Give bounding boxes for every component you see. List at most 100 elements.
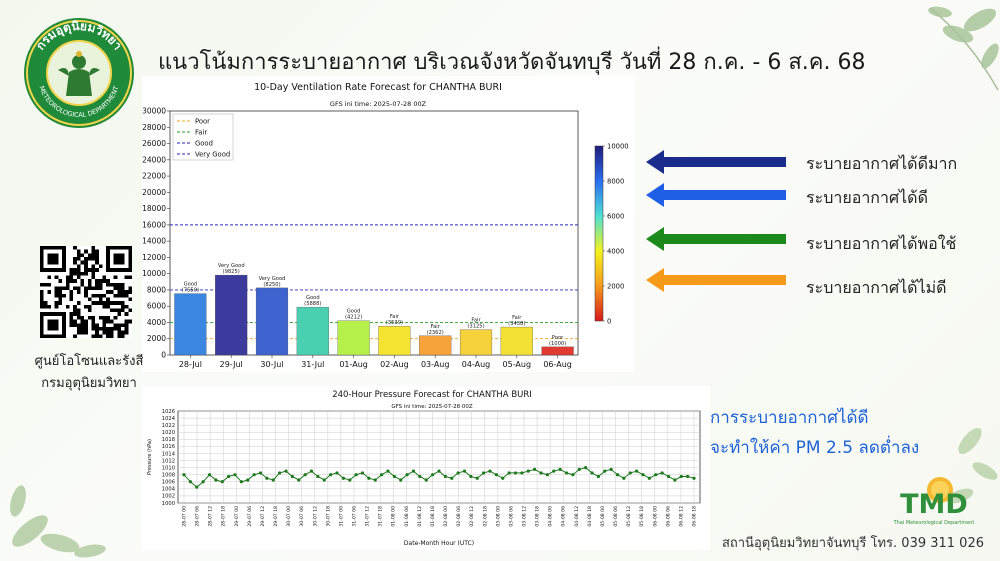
qr-caption-line1: ศูนย์โอโซนและรังสี — [34, 354, 144, 369]
ventilation-bar-value-label: (3125) — [467, 324, 484, 330]
ventilation-bar — [215, 274, 248, 356]
pressure-x-tick-label: 29-07 00 — [234, 506, 240, 527]
qr-module — [40, 293, 44, 298]
qr-module — [124, 293, 129, 298]
qr-module — [95, 282, 99, 287]
pressure-x-axis: 28-07 00 28-07 06 28-07 12 28-07 18 29-07 00… — [182, 506, 698, 527]
qr-module — [95, 253, 99, 258]
pressure-point — [265, 476, 269, 480]
pressure-y-tick-label: 1014 — [162, 451, 176, 457]
pressure-y-tick-label: 1018 — [162, 437, 175, 443]
qr-module — [95, 334, 99, 338]
tmd-logo: TMD Thai Meteorological Department — [893, 477, 974, 526]
qr-module — [95, 260, 99, 265]
qr-module — [76, 268, 81, 272]
qr-module — [43, 282, 48, 287]
pressure-point — [207, 473, 212, 477]
qr-module — [69, 268, 74, 272]
qr-module — [58, 297, 63, 302]
qr-module — [113, 282, 118, 287]
pressure-x-tick-label: 01-08 06 — [404, 506, 410, 527]
pressure-point — [641, 473, 645, 477]
pressure-point — [450, 476, 454, 480]
pressure-x-tick-label: 06-08 18 — [692, 506, 698, 527]
pressure-y-tick-label: 1008 — [162, 472, 175, 478]
qr-module — [40, 290, 44, 294]
qr-module — [117, 290, 121, 294]
qr-module — [73, 334, 77, 338]
ventilation-bar-category-label: Fair — [431, 324, 441, 330]
qr-module — [80, 253, 85, 258]
pressure-point — [520, 471, 524, 475]
qr-module — [120, 304, 125, 309]
qr-module — [84, 257, 88, 261]
qr-module — [62, 286, 66, 291]
pressure-point — [335, 471, 339, 475]
qr-module — [84, 290, 88, 294]
ventilation-legend: Poor Fair Good Very Good — [172, 113, 234, 161]
qr-module — [113, 308, 118, 313]
ventilation-y-tick-label: 6000 — [147, 302, 166, 311]
ventilation-x-tick-label: 02-Aug — [380, 360, 409, 369]
ventilation-bar-category-label: Fair — [390, 314, 400, 320]
qr-module — [109, 319, 114, 324]
qr-module — [40, 301, 44, 305]
colorbar-tick-label: 0 — [607, 318, 611, 326]
tmd-logo-letters: TMD — [900, 489, 968, 520]
note-line2: จะทำให้ค่า PM 2.5 ลดต่ำลง — [710, 438, 920, 458]
qr-module — [54, 275, 59, 280]
pressure-point — [488, 469, 492, 473]
ventilation-chart: 10-Day Ventilation Rate Forecast for CHA… — [142, 82, 628, 369]
qr-module — [113, 275, 118, 280]
qr-module — [58, 286, 63, 291]
qr-module — [47, 275, 52, 280]
ventilation-bar — [255, 287, 289, 356]
pressure-point — [195, 485, 199, 489]
pressure-point — [431, 473, 435, 477]
qr-module — [76, 275, 81, 280]
pressure-x-tick-label: 01-08 18 — [430, 506, 436, 527]
ventilation-x-tick-label: 31-Jul — [301, 360, 324, 369]
qr-module — [98, 282, 103, 287]
legend-fair-label: ระบายอากาศได้พอใช้ — [806, 234, 957, 253]
pressure-point — [329, 473, 333, 477]
pressure-point — [348, 478, 352, 482]
pressure-x-tick-label: 29-07 18 — [273, 506, 279, 527]
note-line1: การระบายอากาศได้ดี — [710, 408, 869, 428]
ventilation-bar — [378, 326, 411, 356]
qr-module — [69, 271, 74, 276]
qr-module — [98, 315, 103, 320]
pressure-x-tick-label: 04-08 12 — [574, 506, 580, 527]
qr-module — [106, 326, 110, 331]
qr-module — [87, 279, 92, 283]
qr-finder — [47, 319, 59, 331]
qr-module — [73, 257, 77, 261]
qr-caption-line2: กรมอุตุนิยมวิทยา — [41, 376, 137, 391]
qr-module — [102, 319, 107, 324]
pressure-y-tick-label: 1022 — [162, 423, 175, 429]
qr-module — [91, 293, 96, 298]
ventilation-y-axis: 0 2000 4000 6000 8000 10000 12000 14000 16000 180… — [142, 107, 170, 360]
qr-module — [120, 330, 125, 335]
pressure-point — [367, 476, 371, 480]
pressure-chart-title: 240-Hour Pressure Forecast for CHANTHA B… — [332, 390, 532, 400]
pressure-point — [462, 469, 467, 473]
ventilation-bar-category-label: Fair — [512, 315, 522, 321]
qr-module — [124, 323, 129, 327]
qr-module — [95, 323, 99, 327]
ventilation-legend-label: Good — [195, 140, 213, 148]
ventilation-plot-frame — [169, 110, 579, 356]
ventilation-y-tick-label: 12000 — [142, 253, 166, 262]
qr-code[interactable] — [40, 246, 132, 338]
qr-module — [65, 304, 70, 309]
qr-module — [65, 286, 70, 291]
qr-module — [113, 323, 118, 327]
pressure-point — [392, 474, 396, 479]
ventilation-chart-subtitle: GFS ini time: 2025-07-28 00Z — [330, 100, 427, 108]
qr-module — [120, 308, 125, 313]
qr-module — [91, 319, 96, 324]
fair-arrow-icon — [646, 227, 786, 251]
pressure-y-tick-label: 1020 — [162, 430, 175, 436]
pressure-point — [654, 473, 658, 477]
qr-module — [128, 308, 132, 313]
